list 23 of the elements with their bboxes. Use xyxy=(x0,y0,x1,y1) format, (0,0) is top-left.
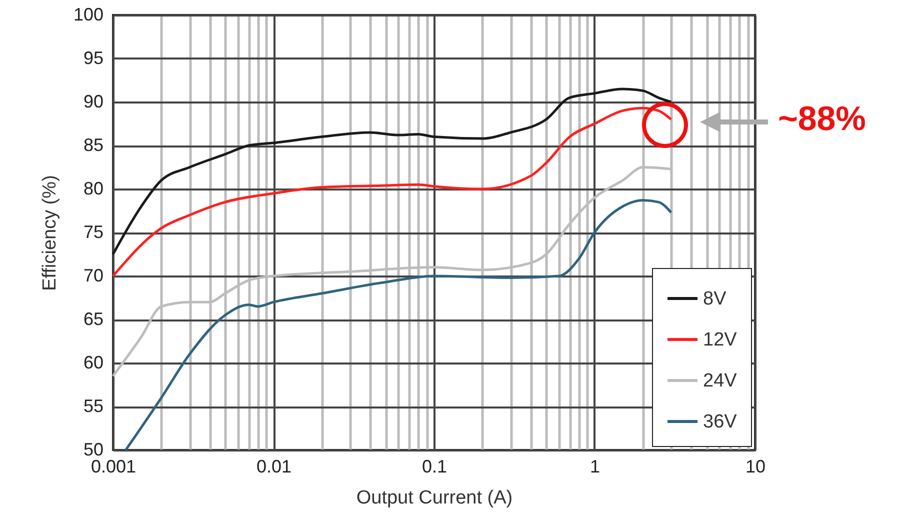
x-tick-label: 10 xyxy=(745,456,766,476)
x-axis-title: Output Current (A) xyxy=(356,488,513,508)
x-tick-label: 0.001 xyxy=(90,456,136,476)
y-tick-label: 65 xyxy=(83,309,104,329)
text: ~88% xyxy=(778,100,866,139)
legend-label: 24V xyxy=(703,370,738,392)
x-tick-label: 1 xyxy=(590,456,600,476)
y-tick-label: 50 xyxy=(83,440,104,460)
y-tick-label: 60 xyxy=(83,352,104,372)
legend-label: 8V xyxy=(703,288,727,310)
y-tick-label: 85 xyxy=(83,135,104,155)
y-tick-label: 95 xyxy=(83,48,104,68)
y-axis-title: Efficiency (%) xyxy=(39,175,60,291)
legend-label: 36V xyxy=(703,412,738,432)
y-tick-label: 75 xyxy=(83,222,104,242)
y-tick-label: 90 xyxy=(83,92,104,112)
y-tick-label: 55 xyxy=(83,396,104,416)
y-tick-label: 100 xyxy=(73,4,104,24)
y-tick-label: 70 xyxy=(83,266,104,286)
legend-label: 12V xyxy=(703,330,738,350)
x-tick-label: 0.1 xyxy=(422,456,448,476)
x-tick-label: 0.01 xyxy=(256,456,292,476)
y-tick-label: 80 xyxy=(83,178,104,198)
